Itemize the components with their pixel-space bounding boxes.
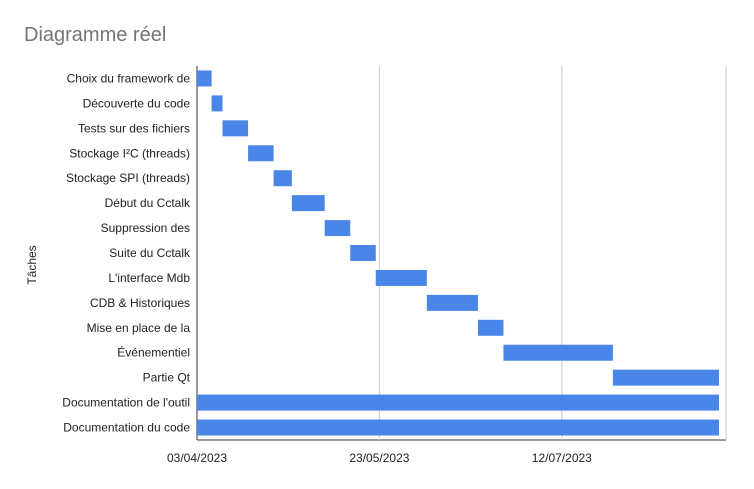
task-bar xyxy=(324,220,351,237)
task-label: Documentation de l'outil xyxy=(62,396,190,410)
task-bar xyxy=(211,95,223,112)
task-label: Découverte du code xyxy=(83,96,191,110)
task-label: Choix du framework de xyxy=(67,71,191,85)
task-bar xyxy=(273,170,292,187)
task-bar xyxy=(291,195,325,212)
task-bar xyxy=(197,70,212,87)
task-labels: Choix du framework de Découverte du code T… xyxy=(62,71,191,434)
task-bar xyxy=(612,369,719,386)
task-label: Partie Qt xyxy=(143,371,191,385)
task-label: Tests sur des fichiers xyxy=(78,121,190,135)
task-label: Documentation du code xyxy=(63,421,190,435)
task-label: Début du Cctalk xyxy=(105,196,191,210)
task-label: Suite du Cctalk xyxy=(109,246,191,260)
task-label: CDB & Historiques xyxy=(90,296,190,310)
task-bar xyxy=(503,344,613,361)
task-bar xyxy=(477,319,504,336)
x-tick-label: 03/04/2023 xyxy=(167,451,227,465)
task-label: Mise en place de la xyxy=(87,321,191,335)
grid-lines xyxy=(196,66,727,441)
task-bar xyxy=(197,419,719,436)
x-tick-label: 12/07/2023 xyxy=(532,451,592,465)
x-tick-label: 23/05/2023 xyxy=(349,451,409,465)
task-label: Stockage I²C (threads) xyxy=(69,146,190,160)
task-bar xyxy=(197,394,719,411)
task-label: Événementiel xyxy=(117,345,190,360)
task-bar xyxy=(375,269,427,286)
task-bar xyxy=(426,294,478,311)
task-bar xyxy=(350,245,376,261)
chart-title: Diagramme réel xyxy=(24,24,167,46)
task-label: L'interface Mdb xyxy=(108,271,190,285)
task-bar xyxy=(248,145,274,162)
task-bars xyxy=(197,70,719,436)
task-bar xyxy=(222,120,249,137)
y-axis-label: Tâches xyxy=(25,245,39,284)
task-label: Stockage SPI (threads) xyxy=(66,171,190,185)
task-label: Suppression des xyxy=(101,221,190,235)
x-axis-ticks: 03/04/2023 23/05/2023 12/07/2023 xyxy=(167,451,592,465)
